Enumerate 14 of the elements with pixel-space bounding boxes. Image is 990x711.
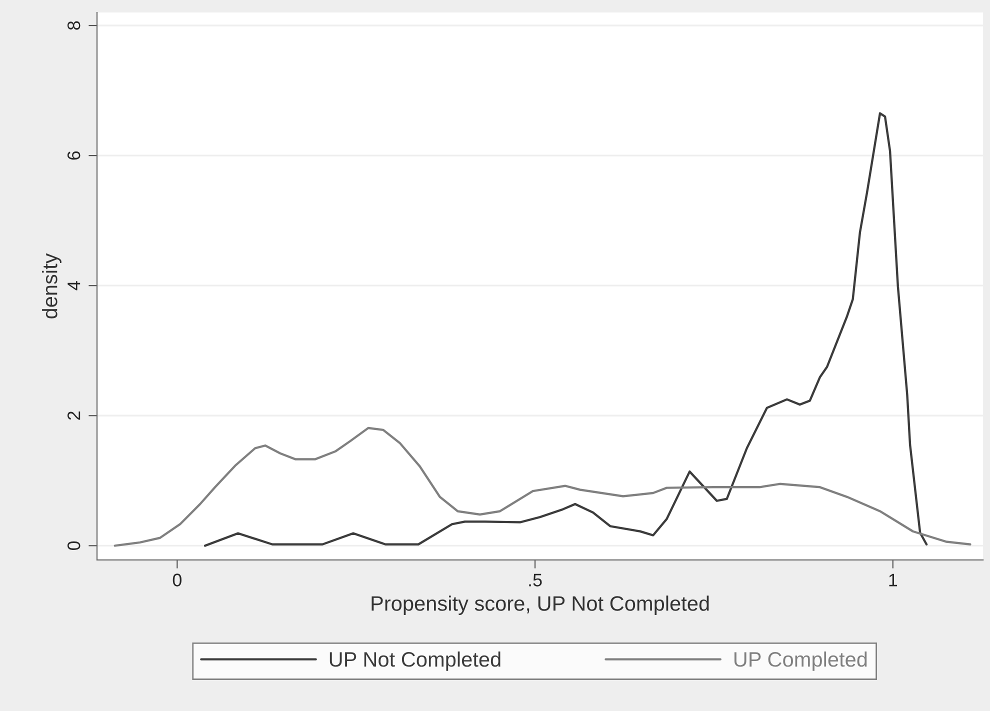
x-tick-label: 0 <box>172 574 182 586</box>
x-axis-title: Propensity score, UP Not Completed <box>372 596 709 615</box>
x-tick-label: 1 <box>889 574 898 586</box>
line-series <box>204 112 928 547</box>
y-tick-label: 0 <box>67 541 80 550</box>
y-tick-label: 8 <box>67 21 80 30</box>
line-series <box>114 426 972 547</box>
y-tick-label: 4 <box>68 281 80 290</box>
y-tick-label: 6 <box>67 151 80 160</box>
y-tick-label: 2 <box>67 412 80 420</box>
x-tick-label: .5 <box>529 574 542 586</box>
text: UP Completed <box>734 652 867 671</box>
y-axis-title: density <box>42 253 62 318</box>
text: UP Not Completed <box>330 652 500 671</box>
